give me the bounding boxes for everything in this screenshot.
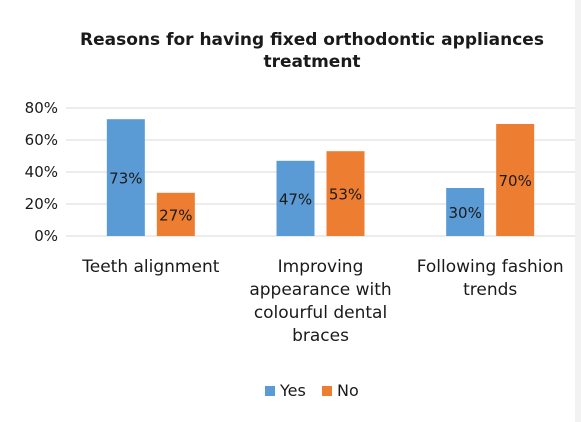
legend: Yes No xyxy=(265,381,359,400)
bar-no-0 xyxy=(156,192,195,236)
category-label-line-1-3: braces xyxy=(292,326,349,346)
bar-yes-0 xyxy=(106,119,145,236)
legend-swatch-no xyxy=(322,386,332,396)
y-tick-label-1: 20% xyxy=(25,195,58,213)
data-label-no-0: 27% xyxy=(159,206,192,224)
data-label-no-2: 70% xyxy=(498,172,531,190)
category-label-1: Improving appearance with colourful dental… xyxy=(249,257,391,346)
category-label-line-1-0: Improving xyxy=(278,257,364,277)
chart-title-line-2: treatment xyxy=(263,52,360,72)
y-tick-label-4: 80% xyxy=(25,99,58,117)
bar-yes-2 xyxy=(446,188,485,236)
category-label-line-1-1: appearance with xyxy=(249,280,391,300)
bar-yes-1 xyxy=(276,160,315,236)
y-tick-label-2: 40% xyxy=(25,163,58,181)
bars xyxy=(106,119,535,236)
data-label-yes-0: 73% xyxy=(109,170,142,188)
y-axis-ticks: 0% 20% 40% 60% 80% xyxy=(25,99,58,245)
legend-label-yes: Yes xyxy=(279,381,306,400)
bar-no-1 xyxy=(326,151,365,236)
category-label-line-2-1: trends xyxy=(463,280,517,300)
data-label-yes-1: 47% xyxy=(279,190,312,208)
category-label-line-2-0: Following fashion xyxy=(417,257,564,277)
data-label-yes-2: 30% xyxy=(448,204,481,222)
category-label-2: Following fashion trends xyxy=(417,257,564,300)
y-tick-label-0: 0% xyxy=(34,227,58,245)
chart-title-line-1: Reasons for having fixed orthodontic app… xyxy=(80,30,544,50)
category-label-0: Teeth alignment xyxy=(81,257,219,277)
bar-no-2 xyxy=(496,124,535,236)
x-axis-categories: Teeth alignment Improving appearance with c… xyxy=(81,257,563,346)
data-label-no-1: 53% xyxy=(329,186,362,204)
legend-swatch-yes xyxy=(265,386,275,396)
category-label-line-0-0: Teeth alignment xyxy=(81,257,219,277)
gridlines xyxy=(66,107,575,237)
y-tick-label-3: 60% xyxy=(25,131,58,149)
category-label-line-1-2: colourful dental xyxy=(254,303,387,323)
legend-label-no: No xyxy=(337,381,359,400)
data-labels: 73% 27% 47% 53% 30% 70% xyxy=(109,170,532,225)
